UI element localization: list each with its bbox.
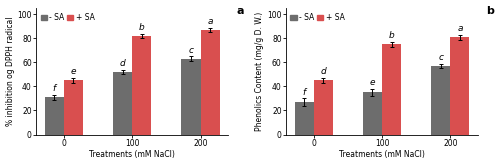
Bar xyxy=(64,80,83,134)
Bar xyxy=(113,72,132,134)
Bar xyxy=(200,30,220,134)
Text: a: a xyxy=(237,6,244,16)
Text: f: f xyxy=(302,88,306,97)
Bar xyxy=(382,44,401,134)
Bar xyxy=(44,97,64,134)
Text: d: d xyxy=(120,59,126,68)
Text: a: a xyxy=(208,17,213,26)
Bar xyxy=(182,59,201,134)
Bar xyxy=(431,66,450,134)
Text: b: b xyxy=(139,23,144,32)
Text: e: e xyxy=(70,67,76,76)
Text: b: b xyxy=(486,6,494,16)
Bar xyxy=(450,37,469,134)
Y-axis label: Phenolics Content (mg/g D. W.): Phenolics Content (mg/g D. W.) xyxy=(256,12,264,131)
Bar xyxy=(132,36,152,134)
Bar xyxy=(314,80,333,134)
Text: d: d xyxy=(320,67,326,76)
Text: f: f xyxy=(53,84,56,93)
Text: c: c xyxy=(438,53,444,62)
Text: b: b xyxy=(388,31,394,40)
X-axis label: Treatments (mM NaCl): Treatments (mM NaCl) xyxy=(339,150,425,159)
X-axis label: Treatments (mM NaCl): Treatments (mM NaCl) xyxy=(90,150,175,159)
Bar xyxy=(294,102,314,134)
Text: c: c xyxy=(188,46,194,55)
Legend: - SA, + SA: - SA, + SA xyxy=(290,12,345,23)
Legend: - SA, + SA: - SA, + SA xyxy=(40,12,96,23)
Text: e: e xyxy=(370,78,375,87)
Y-axis label: % inhibition og DPPH radical: % inhibition og DPPH radical xyxy=(6,17,15,126)
Text: a: a xyxy=(457,24,462,33)
Bar xyxy=(363,92,382,134)
